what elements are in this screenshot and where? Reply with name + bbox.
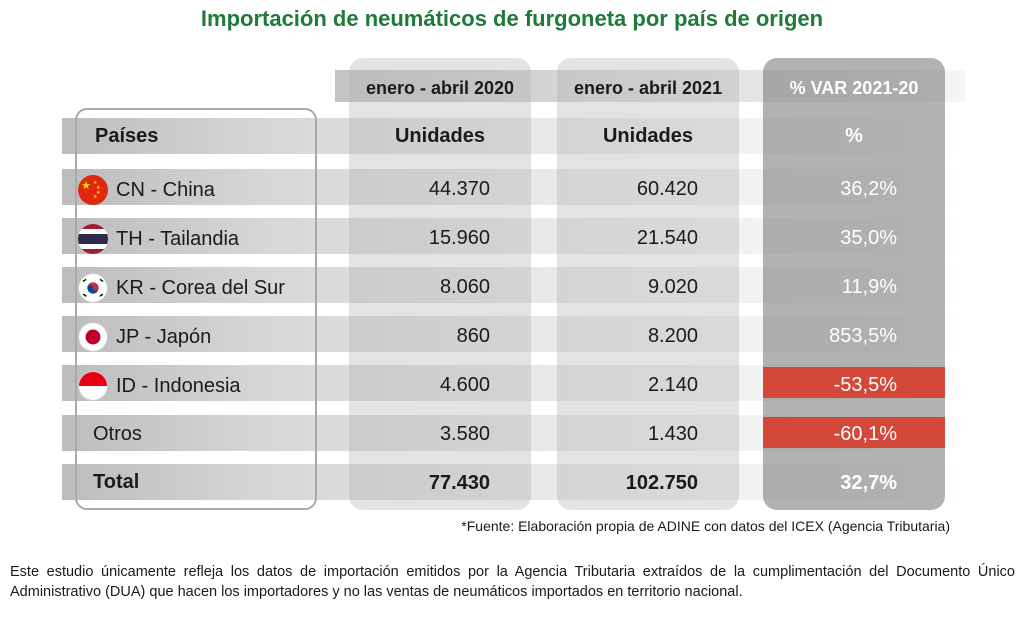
variation-value: 11,9%	[841, 276, 897, 298]
page-title: Importación de neumáticos de furgoneta p…	[200, 6, 824, 31]
units-2021-value: 1.430	[647, 423, 698, 445]
table-row: ★ ★ ★ ★ ★ CN - China	[78, 175, 215, 205]
country-name: Otros	[93, 423, 142, 445]
variation-value: -53,5%	[833, 374, 897, 396]
units-2020-value: 860	[456, 325, 490, 347]
china-flag-icon: ★ ★ ★ ★ ★	[78, 175, 108, 205]
table-row: TH - Tailandia	[78, 224, 239, 254]
pct-header: %	[845, 125, 863, 147]
total-2020-value: 77.430	[428, 472, 490, 494]
country-name: TH - Tailandia	[116, 228, 240, 250]
countries-column-frame	[75, 108, 317, 510]
column-panel-2020	[349, 58, 531, 510]
svg-text:★: ★	[96, 190, 101, 196]
variation-value: 853,5%	[829, 325, 897, 347]
south-korea-flag-icon	[78, 273, 108, 303]
total-label: Total	[93, 471, 140, 493]
svg-text:★: ★	[93, 194, 98, 200]
units-2020-header: Unidades	[394, 125, 486, 147]
variation-value: 35,0%	[840, 227, 897, 249]
country-name: ID - Indonesia	[116, 375, 241, 397]
source-note: *Fuente: Elaboración propia de ADINE con…	[461, 518, 950, 534]
countries-header: Países	[95, 125, 159, 147]
column-panel-2021	[557, 58, 739, 510]
units-2020-value: 44.370	[428, 178, 490, 200]
svg-text:★: ★	[93, 180, 98, 186]
table-row: JP - Japón	[78, 322, 211, 352]
country-name: CN - China	[116, 179, 215, 201]
svg-text:★: ★	[81, 180, 91, 192]
variation-value: -60,1%	[833, 423, 897, 445]
negative-highlight	[763, 367, 945, 398]
period-2021-header: enero - abril 2021	[573, 78, 723, 98]
total-2021-value: 102.750	[625, 472, 698, 494]
units-2020-value: 8.060	[439, 276, 490, 298]
thailand-flag-icon	[78, 224, 108, 254]
units-2021-value: 8.200	[647, 325, 698, 347]
units-2020-value: 3.580	[439, 423, 490, 445]
country-name: JP - Japón	[116, 326, 212, 348]
units-2021-value: 9.020	[647, 276, 698, 298]
country-name: KR - Corea del Sur	[116, 277, 285, 299]
variation-header: % VAR 2021-20	[789, 78, 919, 98]
svg-text:★: ★	[96, 185, 101, 191]
negative-highlight	[763, 417, 945, 448]
units-2020-value: 15.960	[428, 227, 490, 249]
variation-value: 36,2%	[840, 178, 897, 200]
indonesia-flag-icon	[78, 371, 108, 401]
units-2021-value: 2.140	[647, 374, 698, 396]
units-2021-header: Unidades	[602, 125, 694, 147]
disclaimer-text: Este estudio únicamente refleja los dato…	[10, 564, 1015, 600]
units-2020-value: 4.600	[439, 374, 490, 396]
units-2021-value: 21.540	[636, 227, 698, 249]
table-row: ID - Indonesia	[78, 371, 241, 401]
table-row: KR - Corea del Sur	[78, 273, 285, 303]
japan-flag-icon	[78, 322, 108, 352]
total-variation-value: 32,7%	[840, 472, 897, 494]
units-2021-value: 60.420	[636, 178, 698, 200]
period-2020-header: enero - abril 2020	[365, 78, 515, 98]
